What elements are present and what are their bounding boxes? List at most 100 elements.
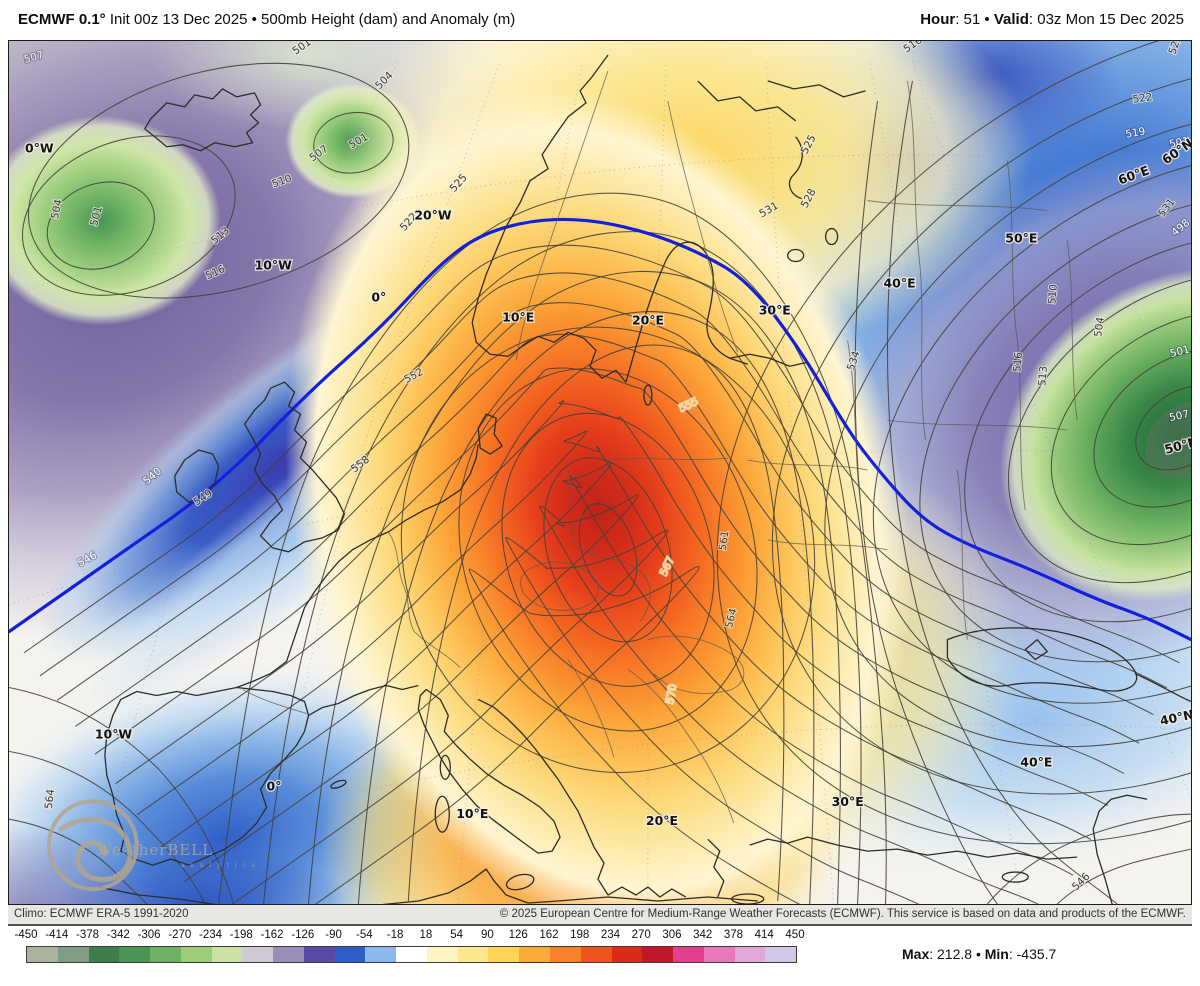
climo-note: Climo: ECMWF ERA-5 1991-2020 — [14, 908, 189, 920]
height-contour — [94, 367, 1125, 774]
colorbar-tick: -378 — [76, 929, 100, 941]
geo-label: 0°W — [25, 141, 54, 156]
geo-label: 10°W — [255, 257, 293, 272]
country-borders — [242, 70, 1078, 824]
geo-label: 0° — [371, 289, 386, 304]
model-name: ECMWF 0.1° — [18, 11, 106, 28]
contour-label: 516 — [1011, 352, 1025, 373]
colorbar-tick: -126 — [291, 929, 315, 941]
colorbar-tick: -18 — [386, 929, 404, 941]
contour-label: 561 — [717, 530, 732, 551]
valid-label: Valid — [993, 11, 1029, 28]
colorbar-tick: -198 — [229, 929, 253, 941]
geo-label: 30°E — [832, 794, 864, 809]
geo-label: 0° — [267, 778, 282, 793]
colorbar-segment — [765, 947, 797, 962]
contour-label: 564 — [43, 788, 57, 809]
geo-label: 10°E — [502, 309, 534, 324]
colorbar-segment — [242, 947, 274, 962]
colorbar-tick: -270 — [168, 929, 192, 941]
colorbar-segment — [211, 947, 243, 962]
geo-label: 30°E — [759, 302, 791, 317]
colorbar-tick: -450 — [14, 929, 38, 941]
colorbar-segment — [457, 947, 489, 962]
thickness-line-540 — [9, 217, 1191, 642]
colorbar-segment — [519, 947, 551, 962]
geo-label: 20°E — [632, 312, 664, 327]
colorbar-tick: 270 — [631, 929, 651, 941]
colorbar-area: -450 -414 -378 -342 -306 -270 -234 -198 -162 -126… — [0, 928, 1200, 986]
map-title: ECMWF 0.1° Init 00z 13 Dec 2025 • 500mb … — [18, 11, 515, 28]
forecast-hour-valid: Hour: 51 • Valid: 03z Mon 15 Dec 2025 — [920, 11, 1184, 28]
colorbar-tick: 18 — [419, 929, 433, 941]
geo-label: 50°E — [1005, 231, 1037, 246]
bullet-separator: • — [984, 11, 990, 28]
colorbar-segment — [180, 947, 212, 962]
colorbar-tick: 234 — [600, 929, 621, 941]
colorbar-tick: -414 — [45, 929, 69, 941]
colorbar-tick: 306 — [662, 929, 682, 941]
contour-label: 504 — [49, 198, 65, 220]
anomaly-shading — [9, 41, 1191, 904]
colorbar-segment — [57, 947, 89, 962]
colorbar-tick: 342 — [693, 929, 713, 941]
coastlines — [98, 54, 1191, 904]
min-label: Min — [984, 946, 1009, 962]
height-contour — [231, 529, 920, 904]
logo-swirl-icon — [58, 817, 133, 883]
logo-subtext: a n a l y t i c s — [181, 862, 257, 869]
contour-label: 510 — [1046, 284, 1060, 305]
colorbar-segment — [550, 947, 581, 962]
colorbar-segment — [303, 947, 335, 962]
height-contour — [159, 462, 1074, 876]
colorbar-segment — [703, 947, 735, 962]
height-contour — [115, 400, 1109, 807]
weatherbell-logo: WeatherBELL a n a l y t i c s — [46, 799, 257, 892]
colorbar-tick: 198 — [570, 929, 590, 941]
hour-label: Hour — [920, 11, 956, 28]
colorbar-segment — [734, 947, 766, 962]
colorbar-tick: -162 — [260, 929, 284, 941]
height-contour — [39, 272, 1168, 689]
geo-label: 10°W — [95, 726, 133, 741]
contour-label: 522 — [1132, 91, 1153, 106]
height-contour — [56, 302, 1154, 716]
title-rest: Init 00z 13 Dec 2025 • 500mb Height (dam… — [109, 11, 516, 28]
logo-swirl-ring — [46, 799, 139, 892]
colorbar-tick: 126 — [508, 929, 528, 941]
copyright-note: © 2025 European Centre for Medium-Range … — [499, 908, 1186, 920]
colorbar-segment — [642, 947, 674, 962]
max-min-stats: Max: 212.8 • Min: -435.7 — [902, 946, 1056, 962]
hour-value: : 51 — [955, 11, 981, 28]
colorbar-segment — [673, 947, 704, 962]
header-bar: ECMWF 0.1° Init 00z 13 Dec 2025 • 500mb … — [0, 0, 1200, 40]
colorbar-segment — [426, 947, 458, 962]
colorbar-segment — [611, 947, 643, 962]
colorbar-tick: 378 — [723, 929, 744, 941]
colorbar-segment — [334, 947, 366, 962]
colorbar-segment — [488, 947, 520, 962]
height-contour — [23, 244, 1180, 664]
geo-label: 10°E — [456, 806, 488, 821]
geo-label: 40°E — [1020, 754, 1052, 769]
colorbar-tick: 414 — [754, 929, 774, 941]
colorbar-segment — [580, 947, 612, 962]
colorbar-segment — [119, 947, 151, 962]
northwest-contour-family — [23, 244, 1180, 904]
colorbar-tick: 90 — [480, 929, 494, 941]
contour-label: 507 — [1168, 408, 1190, 424]
contour-label: 501 — [1168, 135, 1190, 151]
contour-label: 504 — [1092, 316, 1107, 338]
valid-value: : 03z Mon 15 Dec 2025 — [1028, 11, 1184, 28]
stats-bullet: • — [975, 946, 981, 962]
logo-text: WeatherBELL — [97, 841, 213, 859]
colorbar-tick: -90 — [325, 929, 342, 941]
colorbar-tick: -234 — [199, 929, 223, 941]
geo-label: 20°W — [414, 208, 452, 223]
min-value: : -435.7 — [1008, 946, 1057, 962]
colorbar-segment — [365, 947, 397, 962]
height-contour — [136, 430, 1092, 840]
colorbar-tick: -54 — [356, 929, 373, 941]
attribution-bar: Climo: ECMWF ERA-5 1991-2020 © 2025 Euro… — [8, 905, 1192, 926]
